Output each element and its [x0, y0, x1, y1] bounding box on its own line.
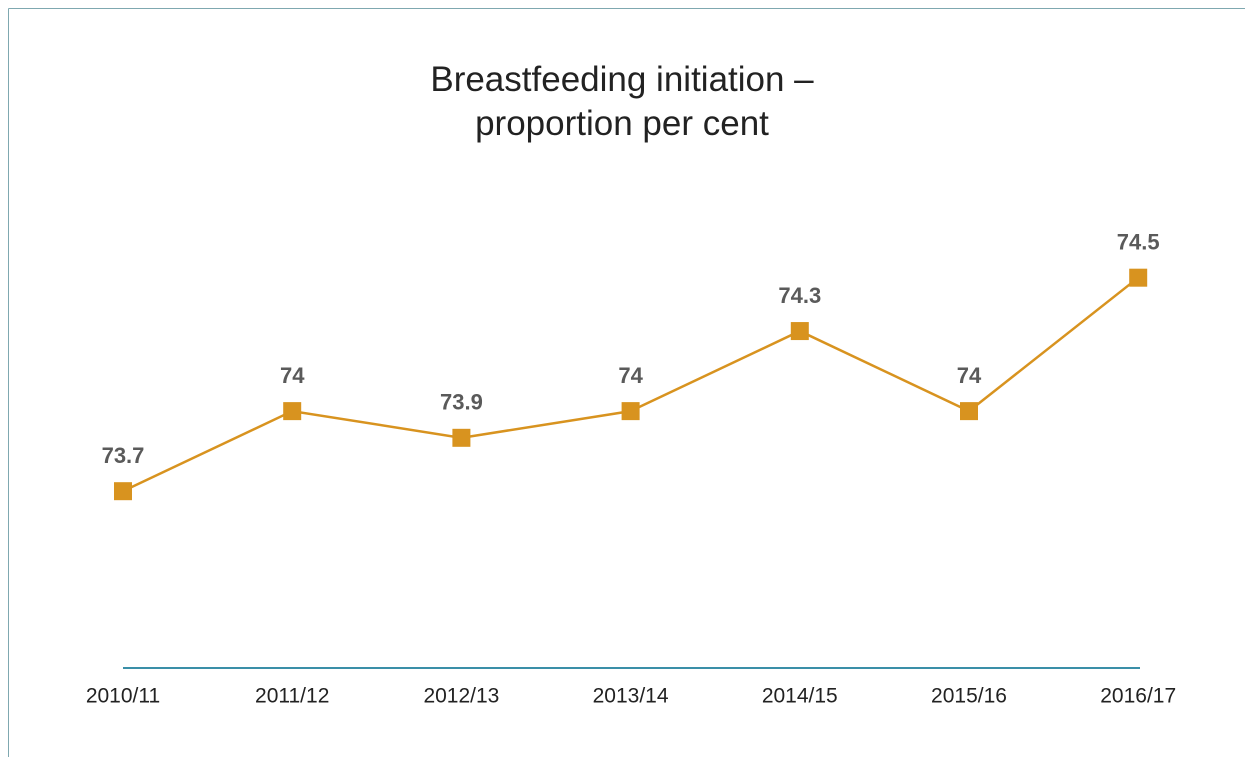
data-label: 74 [280, 363, 305, 388]
marker [283, 402, 302, 421]
x-tick-label: 2012/13 [423, 685, 499, 708]
marker [960, 402, 978, 421]
x-tick-label: 2011/12 [255, 685, 329, 708]
marker [114, 482, 132, 501]
data-label: 74.3 [778, 283, 821, 308]
marker [1129, 268, 1148, 287]
data-label: 73.7 [102, 443, 145, 468]
data-label: 74.5 [1117, 230, 1160, 255]
marker [452, 428, 471, 447]
data-label: 74 [957, 363, 982, 388]
x-tick-label: 2013/14 [593, 685, 669, 708]
x-tick-label: 2016/17 [1100, 685, 1176, 708]
marker [790, 322, 809, 341]
chart-title: Breastfeeding initiation – proportion pe… [430, 60, 814, 143]
data-label: 73.9 [440, 390, 483, 415]
x-tick-label: 2015/16 [931, 685, 1007, 708]
x-tick-label: 2014/15 [762, 685, 838, 708]
x-tick-label: 2010/11 [86, 685, 160, 708]
marker [621, 402, 640, 421]
data-label: 74 [618, 363, 643, 388]
